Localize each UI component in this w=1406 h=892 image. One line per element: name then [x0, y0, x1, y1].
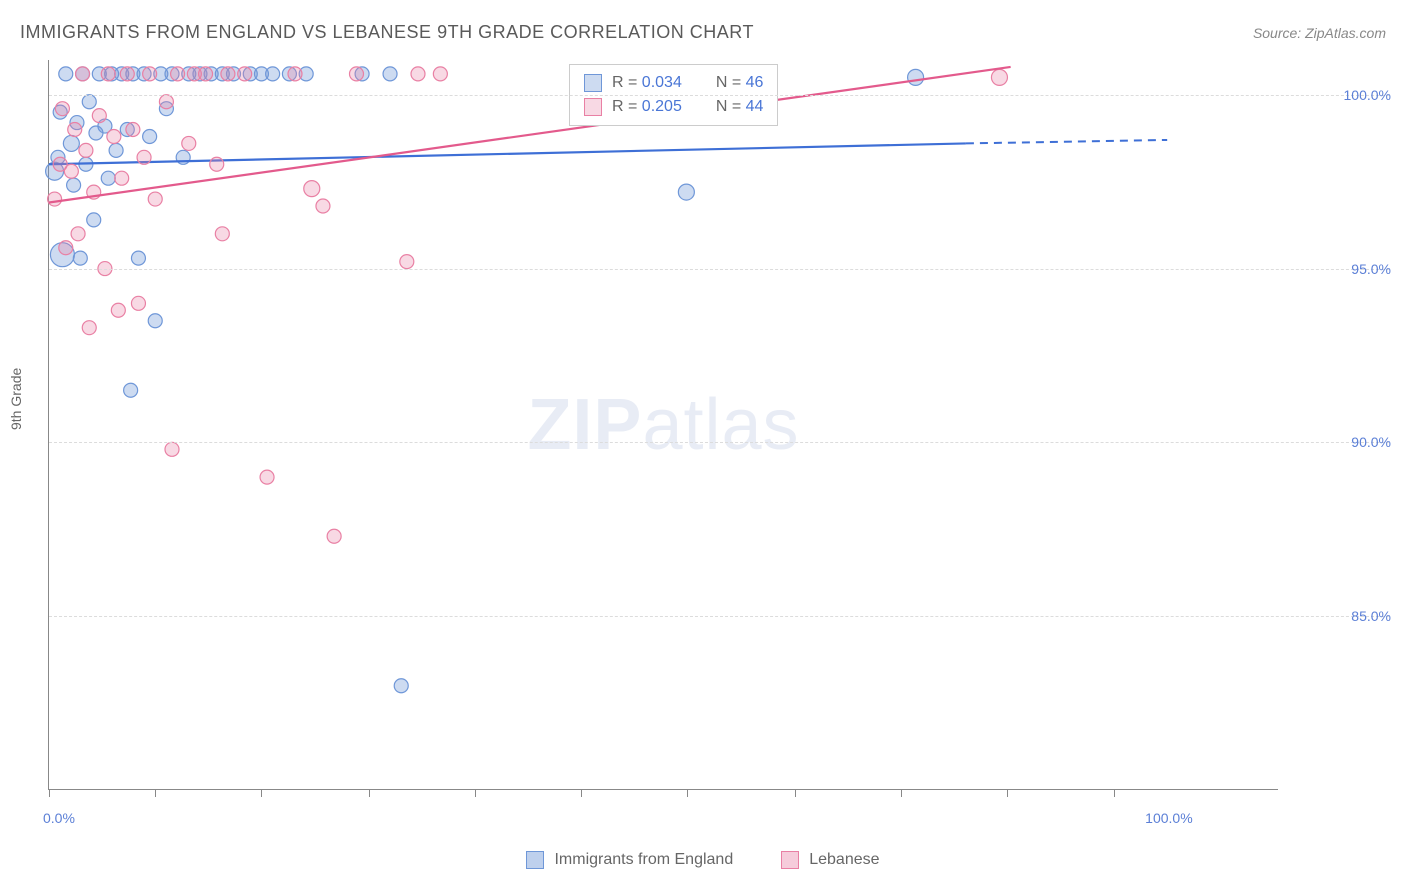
bottom-legend: Immigrants from England Lebanese — [0, 851, 1406, 874]
data-point-england — [148, 314, 162, 328]
data-point-lebanese — [238, 67, 252, 81]
trendline-dash-england — [966, 140, 1167, 143]
legend-row-lebanese: R = 0.205 N = 44 — [584, 95, 763, 119]
y-tick-label: 85.0% — [1331, 608, 1391, 624]
legend-row-england: R = 0.034 N = 46 — [584, 71, 763, 95]
data-point-lebanese — [137, 150, 151, 164]
data-point-lebanese — [221, 67, 235, 81]
data-point-lebanese — [64, 164, 78, 178]
data-point-lebanese — [159, 95, 173, 109]
chart-title: IMMIGRANTS FROM ENGLAND VS LEBANESE 9TH … — [20, 22, 754, 43]
data-point-england — [87, 213, 101, 227]
data-point-lebanese — [199, 67, 213, 81]
data-point-england — [383, 67, 397, 81]
data-point-lebanese — [215, 227, 229, 241]
data-point-england — [73, 251, 87, 265]
y-tick-label: 95.0% — [1331, 261, 1391, 277]
data-point-lebanese — [131, 296, 145, 310]
data-point-lebanese — [288, 67, 302, 81]
data-point-lebanese — [120, 67, 134, 81]
data-point-lebanese — [92, 109, 106, 123]
plot-area: ZIPatlas R = 0.034N = 46R = 0.205N = 44 … — [48, 60, 1278, 790]
data-point-lebanese — [260, 470, 274, 484]
x-tick — [581, 789, 582, 797]
data-point-lebanese — [126, 123, 140, 137]
x-tick — [475, 789, 476, 797]
chart-svg — [49, 60, 1278, 789]
data-point-england — [678, 184, 694, 200]
data-point-england — [82, 95, 96, 109]
data-point-lebanese — [71, 227, 85, 241]
data-point-england — [101, 171, 115, 185]
legend-r-label: R = 0.205 — [612, 95, 682, 119]
legend-n-label: N = 46 — [716, 71, 764, 95]
data-point-lebanese — [165, 442, 179, 456]
data-point-lebanese — [79, 143, 93, 157]
data-point-england — [63, 135, 79, 151]
data-point-lebanese — [59, 241, 73, 255]
data-point-lebanese — [48, 192, 62, 206]
data-point-england — [394, 679, 408, 693]
y-tick-label: 90.0% — [1331, 434, 1391, 450]
gridline — [49, 95, 1389, 96]
data-point-lebanese — [411, 67, 425, 81]
legend-r-label: R = 0.034 — [612, 71, 682, 95]
data-point-lebanese — [350, 67, 364, 81]
source-label: Source: ZipAtlas.com — [1253, 25, 1386, 41]
legend-n-label: N = 44 — [716, 95, 764, 119]
gridline — [49, 616, 1389, 617]
bottom-legend-item: Lebanese — [781, 851, 879, 869]
data-point-lebanese — [171, 67, 185, 81]
legend-label: Immigrants from England — [554, 851, 733, 869]
data-point-lebanese — [107, 129, 121, 143]
data-point-england — [124, 383, 138, 397]
data-point-lebanese — [991, 69, 1007, 85]
x-tick — [49, 789, 50, 797]
x-tick — [687, 789, 688, 797]
x-max-label: 100.0% — [1145, 810, 1192, 826]
data-point-lebanese — [210, 157, 224, 171]
legend-swatch — [584, 74, 602, 92]
data-point-england — [266, 67, 280, 81]
data-point-lebanese — [400, 255, 414, 269]
data-point-lebanese — [111, 303, 125, 317]
x-tick — [795, 789, 796, 797]
data-point-england — [908, 69, 924, 85]
data-point-lebanese — [143, 67, 157, 81]
data-point-lebanese — [76, 67, 90, 81]
data-point-england — [131, 251, 145, 265]
data-point-lebanese — [182, 136, 196, 150]
x-tick — [1114, 789, 1115, 797]
data-point-lebanese — [327, 529, 341, 543]
data-point-england — [67, 178, 81, 192]
data-point-lebanese — [115, 171, 129, 185]
x-tick — [1007, 789, 1008, 797]
data-point-lebanese — [101, 67, 115, 81]
data-point-lebanese — [433, 67, 447, 81]
y-tick-label: 100.0% — [1331, 87, 1391, 103]
data-point-lebanese — [55, 102, 69, 116]
x-tick — [155, 789, 156, 797]
data-point-lebanese — [316, 199, 330, 213]
x-tick — [369, 789, 370, 797]
legend-label: Lebanese — [809, 851, 879, 869]
y-axis-title: 9th Grade — [8, 368, 24, 430]
gridline — [49, 269, 1389, 270]
x-tick — [901, 789, 902, 797]
x-min-label: 0.0% — [43, 810, 75, 826]
legend-swatch — [584, 98, 602, 116]
data-point-england — [109, 143, 123, 157]
data-point-lebanese — [82, 321, 96, 335]
data-point-england — [143, 129, 157, 143]
data-point-england — [59, 67, 73, 81]
data-point-lebanese — [68, 123, 82, 137]
x-tick — [261, 789, 262, 797]
data-point-lebanese — [148, 192, 162, 206]
legend-swatch — [781, 851, 799, 869]
gridline — [49, 442, 1389, 443]
bottom-legend-item: Immigrants from England — [526, 851, 733, 869]
data-point-lebanese — [304, 181, 320, 197]
trendline-lebanese — [49, 67, 1011, 203]
legend-swatch — [526, 851, 544, 869]
